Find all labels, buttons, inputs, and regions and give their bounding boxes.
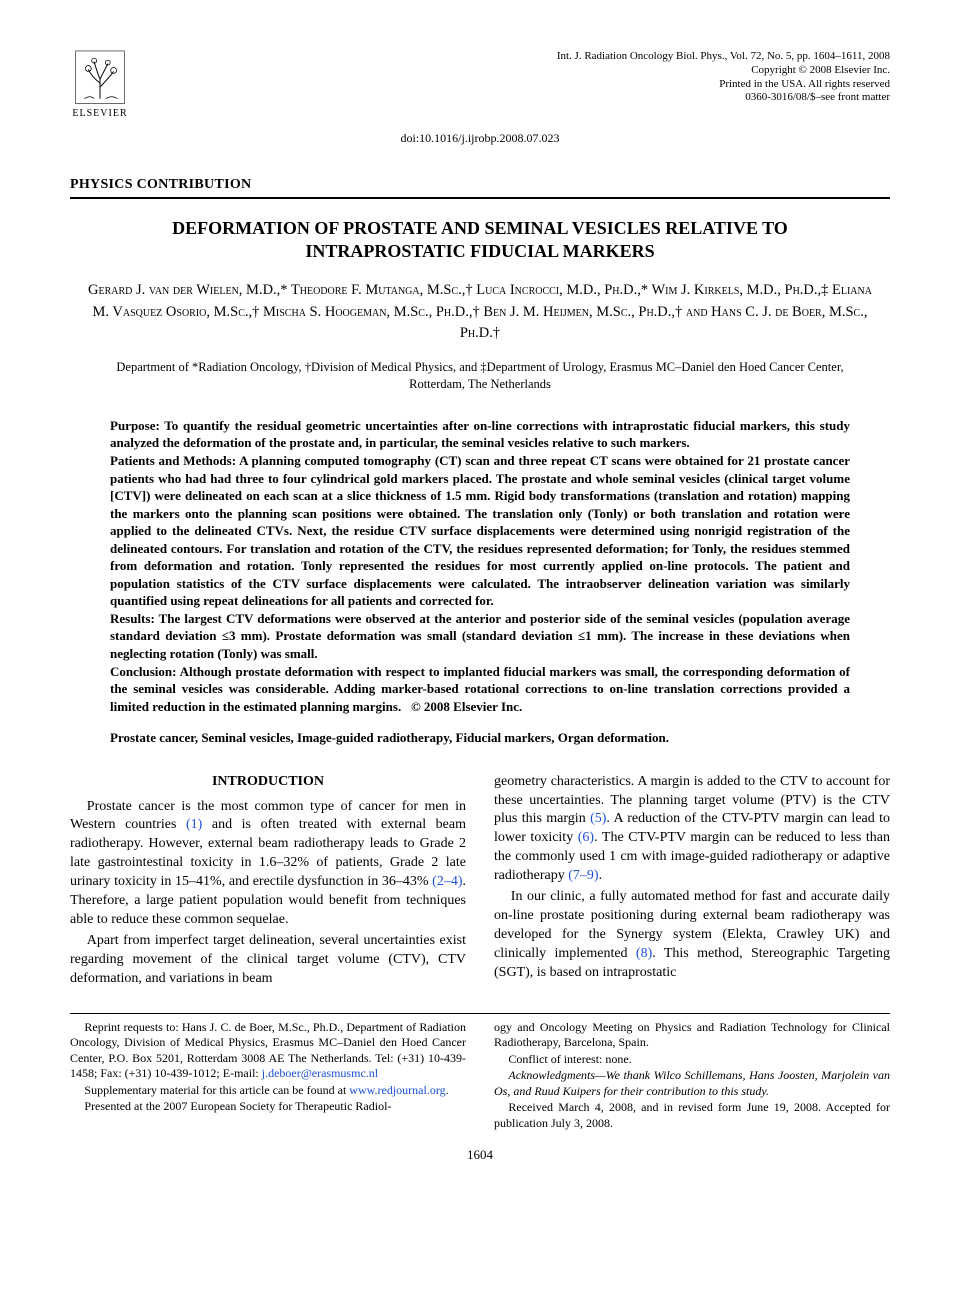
footnotes: Reprint requests to: Hans J. C. de Boer,… — [70, 1020, 890, 1132]
body-p2: Apart from imperfect target delineation,… — [70, 932, 466, 989]
abstract: Purpose: To quantify the residual geomet… — [110, 417, 850, 715]
presented-at-cont: ogy and Oncology Meeting on Physics and … — [494, 1020, 890, 1051]
journal-citation: Int. J. Radiation Oncology Biol. Phys., … — [557, 50, 890, 64]
body-p3: geometry characteristics. A margin is ad… — [494, 773, 890, 886]
page-number: 1604 — [70, 1146, 890, 1164]
journal-issn: 0360-3016/08/$–see front matter — [557, 91, 890, 105]
abstract-purpose: Purpose: To quantify the residual geomet… — [110, 417, 850, 452]
authors: Gerard J. van der Wielen, M.D.,* Theodor… — [80, 280, 880, 345]
section-label: PHYSICS CONTRIBUTION — [70, 176, 890, 195]
url-link[interactable]: www.redjournal.org — [349, 1083, 445, 1097]
body-p4: In our clinic, a fully automated method … — [494, 888, 890, 982]
reprint-request: Reprint requests to: Hans J. C. de Boer,… — [70, 1020, 466, 1082]
footnote-rule — [70, 1013, 890, 1014]
journal-printed: Printed in the USA. All rights reserved — [557, 78, 890, 92]
keywords: Prostate cancer, Seminal vesicles, Image… — [110, 729, 850, 747]
citation-link[interactable]: (2–4) — [432, 874, 462, 889]
body-p1: Prostate cancer is the most common type … — [70, 798, 466, 930]
title-rule — [70, 197, 890, 199]
abstract-results: Results: The largest CTV deformations we… — [110, 610, 850, 663]
body-columns: INTRODUCTION Prostate cancer is the most… — [70, 773, 890, 989]
citation-link[interactable]: (6) — [578, 830, 594, 845]
article-title: DEFORMATION OF PROSTATE AND SEMINAL VESI… — [100, 217, 860, 264]
page-header: ELSEVIER Int. J. Radiation Oncology Biol… — [70, 50, 890, 120]
abstract-copyright: © 2008 Elsevier Inc. — [411, 699, 522, 714]
email-link[interactable]: j.deboer@erasmusmc.nl — [262, 1066, 378, 1080]
intro-heading: INTRODUCTION — [70, 773, 466, 792]
abstract-conclusion: Conclusion: Although prostate deformatio… — [110, 663, 850, 716]
citation-link[interactable]: (1) — [186, 817, 202, 832]
doi: doi:10.1016/j.ijrobp.2008.07.023 — [70, 130, 890, 146]
presented-at: Presented at the 2007 European Society f… — [70, 1099, 466, 1115]
affiliations: Department of *Radiation Oncology, †Divi… — [110, 359, 850, 393]
supplementary: Supplementary material for this article … — [70, 1083, 466, 1099]
elsevier-tree-icon — [74, 50, 126, 105]
citation-link[interactable]: (8) — [636, 946, 652, 961]
journal-meta: Int. J. Radiation Oncology Biol. Phys., … — [557, 50, 890, 105]
received-dates: Received March 4, 2008, and in revised f… — [494, 1100, 890, 1131]
acknowledgments: Acknowledgments—We thank Wilco Schillema… — [494, 1068, 890, 1099]
journal-copyright: Copyright © 2008 Elsevier Inc. — [557, 64, 890, 78]
citation-link[interactable]: (7–9) — [568, 868, 598, 883]
publisher-logo: ELSEVIER — [70, 50, 130, 120]
abstract-methods: Patients and Methods: A planning compute… — [110, 452, 850, 610]
publisher-name: ELSEVIER — [72, 107, 127, 121]
citation-link[interactable]: (5) — [590, 811, 606, 826]
conflict-of-interest: Conflict of interest: none. — [494, 1052, 890, 1068]
